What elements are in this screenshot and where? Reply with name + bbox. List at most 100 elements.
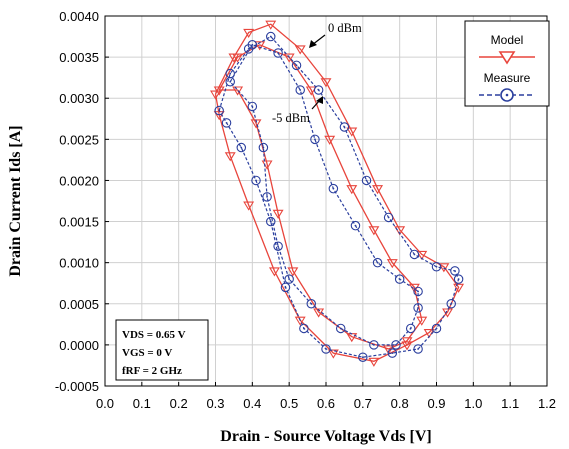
y-tick-label: 0.0015 [59,215,99,230]
data-point-circle [295,85,305,95]
data-point-triangle [313,308,325,318]
plot-frame [104,15,548,387]
conditions-box-frame [115,319,209,381]
data-point-circle [258,142,269,153]
data-point-circle [358,352,368,362]
data-point-circle-center [288,278,291,281]
y-tick-label: 0.0000 [59,338,99,353]
data-point-triangle [268,267,280,277]
legend-measure-label: Measure [484,71,531,85]
data-point-triangle [305,86,317,96]
data-point-triangle [346,127,358,137]
data-point-circle [251,175,261,186]
x-tick-label: 1.2 [538,396,556,411]
data-point-triangle [272,209,284,219]
data-point-triangle [320,78,332,88]
data-point-circle [413,303,423,313]
x-tick-label: 0.7 [354,396,372,411]
data-point-triangle [232,53,244,63]
data-point-triangle [265,20,277,30]
data-point-circle [450,266,460,276]
data-point-circle [284,274,294,284]
data-point-triangle [386,259,398,269]
data-point-triangle [327,349,339,359]
data-point-circle [214,105,224,116]
x-tick-label: 0.5 [280,396,298,411]
data-point-circle-center [417,290,419,293]
data-point-circle [273,241,283,251]
data-point-circle-center [310,302,313,305]
series-layer [210,20,465,367]
data-point-circle [313,85,324,95]
data-point-circle-center [435,265,438,268]
data-point-circle [431,323,442,334]
data-point-circle-center [317,89,320,91]
data-point-circle [413,344,423,354]
y-tick-label: 0.0005 [59,297,99,312]
data-point-circle-center [457,278,460,281]
y-tick-label: 0.0020 [59,173,99,188]
data-point-circle-center [391,352,394,355]
data-point-circle [265,216,276,227]
y-tick-label: 0.0010 [59,256,99,271]
data-point-circle-center [325,348,327,350]
data-point-circle [387,348,398,358]
y-tick-label: 0.0030 [59,91,99,106]
data-point-circle-center [398,278,401,281]
condition-frf: fRF = 2 GHz [122,365,182,377]
data-point-triangle [283,53,295,63]
data-point-triangle [372,185,384,195]
series-line [218,35,460,358]
data-point-circle [446,299,456,309]
conditions-box: VDS = 0.65 V VGS = 0 V fRF = 2 GHz [115,319,209,381]
data-point-circle-center [229,80,232,83]
data-point-circle [372,257,383,268]
data-point-triangle [243,201,255,211]
data-point-circle-center [240,146,243,149]
data-point-circle-center [314,138,316,141]
data-point-circle-center [332,187,335,190]
data-point-circle-center [409,327,412,330]
data-point-circle [310,134,320,145]
data-point-circle-center [251,43,254,46]
annotation-0dbm-label: 0 dBm [328,21,362,35]
data-point-circle [361,175,372,186]
y-tick-label: -0.0005 [55,379,99,394]
data-point-circle-center [339,327,342,330]
data-point-circle-center [376,261,379,264]
x-tick-label: 0.9 [427,396,445,411]
x-tick-label: 1.1 [501,396,519,411]
data-point-circle-center [387,216,390,219]
data-point-circle-center [269,220,272,223]
data-point-circle [328,183,339,194]
data-point-circle [247,101,258,112]
x-tick-label: 0.4 [243,396,261,411]
data-point-circle-center [266,195,268,198]
annotation-0dbm: 0 dBm [309,21,362,48]
data-point-circle-center [365,179,368,182]
x-tick-label: 0.6 [317,396,335,411]
data-point-circle [247,40,258,50]
data-point-triangle [210,90,221,100]
data-point-circle [265,31,276,42]
data-point-circle-center [395,343,397,346]
data-point-triangle [453,283,465,293]
data-point-circle [391,340,401,350]
condition-vgs: VGS = 0 V [122,347,172,359]
data-point-triangle [324,135,336,145]
x-tick-label: 0.1 [133,396,151,411]
data-point-triangle [232,86,244,96]
data-point-triangle [368,226,380,236]
data-point-triangle [383,345,395,355]
data-point-circle [350,220,361,231]
data-point-triangle [346,185,358,195]
data-point-triangle [401,337,413,347]
data-point-triangle [243,28,255,39]
y-tick-label: 0.0040 [59,9,99,24]
data-point-circle [431,262,442,272]
data-point-triangle [254,41,266,51]
data-point-circle [225,77,235,87]
data-point-circle [291,60,302,71]
data-point-triangle [213,86,225,96]
